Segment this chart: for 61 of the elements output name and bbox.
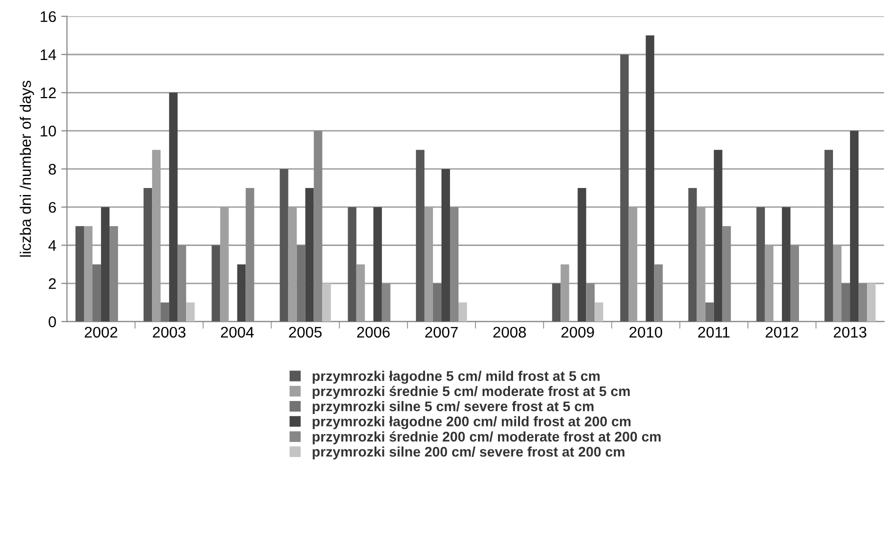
- legend-label: przymrozki łagodne 5 cm/ mild frost at 5 cm: [312, 370, 600, 384]
- legend-label: przymrozki łagodne 200 cm/ mild frost at 200 cm: [312, 416, 630, 430]
- bar: [688, 188, 697, 322]
- bar: [101, 207, 110, 322]
- bar: [594, 302, 604, 322]
- bar: [75, 226, 84, 322]
- bar: [842, 283, 850, 322]
- bar: [296, 245, 306, 322]
- bar: [416, 150, 424, 322]
- bar: [782, 207, 790, 322]
- legend-label: przymrozki średnie 200 cm/ moderate frost at 200 cm: [312, 431, 661, 444]
- bar: [212, 245, 220, 322]
- bar: [237, 264, 246, 322]
- x-tick-label: 2005: [289, 326, 322, 338]
- legend-label: przymrozki silne 200 cm/ severe frost at 200 cm: [312, 446, 624, 460]
- x-tick-label: 2006: [357, 326, 390, 338]
- bar: [169, 92, 178, 322]
- bar: [646, 35, 654, 322]
- y-tick-label: 8: [48, 164, 56, 175]
- legend-label: przymrozki średnie 5 cm/ moderate frost at 5 cm: [312, 386, 630, 399]
- y-tick-label: 10: [40, 126, 56, 136]
- bar: [144, 188, 152, 322]
- bar: [348, 207, 356, 322]
- y-tick-label: 12: [40, 88, 56, 98]
- bar: [160, 302, 170, 322]
- bar: [280, 168, 288, 322]
- bar: [552, 283, 561, 322]
- bar: [432, 283, 442, 322]
- bar: [578, 188, 586, 322]
- bar: [92, 264, 102, 322]
- y-tick-label: 16: [40, 11, 56, 22]
- y-tick-label: 4: [48, 240, 56, 251]
- bar: [867, 283, 876, 322]
- y-tick-label: 0: [48, 316, 56, 328]
- x-tick-label: 2007: [425, 326, 458, 338]
- y-tick-label: 14: [40, 50, 56, 60]
- bar: [373, 207, 382, 322]
- bar: [824, 150, 833, 322]
- bar: [458, 302, 468, 322]
- bar: [705, 302, 714, 322]
- bar: [756, 207, 765, 322]
- x-tick-label: 2011: [698, 326, 730, 338]
- bar: [186, 302, 195, 322]
- y-tick-label: 6: [48, 202, 56, 213]
- y-tick-label: 2: [48, 278, 56, 289]
- bar: [850, 130, 859, 322]
- bar: [714, 150, 722, 322]
- x-tick-label: 2010: [630, 326, 662, 338]
- bar: [620, 54, 629, 322]
- x-tick-label: 2009: [561, 326, 594, 338]
- bar: [441, 168, 450, 322]
- legend-label: przymrozki silne 5 cm/ severe frost at 5 cm: [312, 401, 594, 414]
- x-tick-label: 2004: [220, 326, 254, 338]
- x-tick-label: 2008: [493, 326, 526, 338]
- x-tick-label: 2012: [766, 326, 798, 338]
- bar: [305, 188, 314, 322]
- bar: [322, 283, 331, 322]
- x-tick-label: 2002: [84, 326, 118, 338]
- x-tick-label: 2013: [834, 326, 866, 338]
- y-axis-title: liczba dni /number of days: [20, 80, 34, 257]
- x-tick-label: 2003: [152, 326, 186, 338]
